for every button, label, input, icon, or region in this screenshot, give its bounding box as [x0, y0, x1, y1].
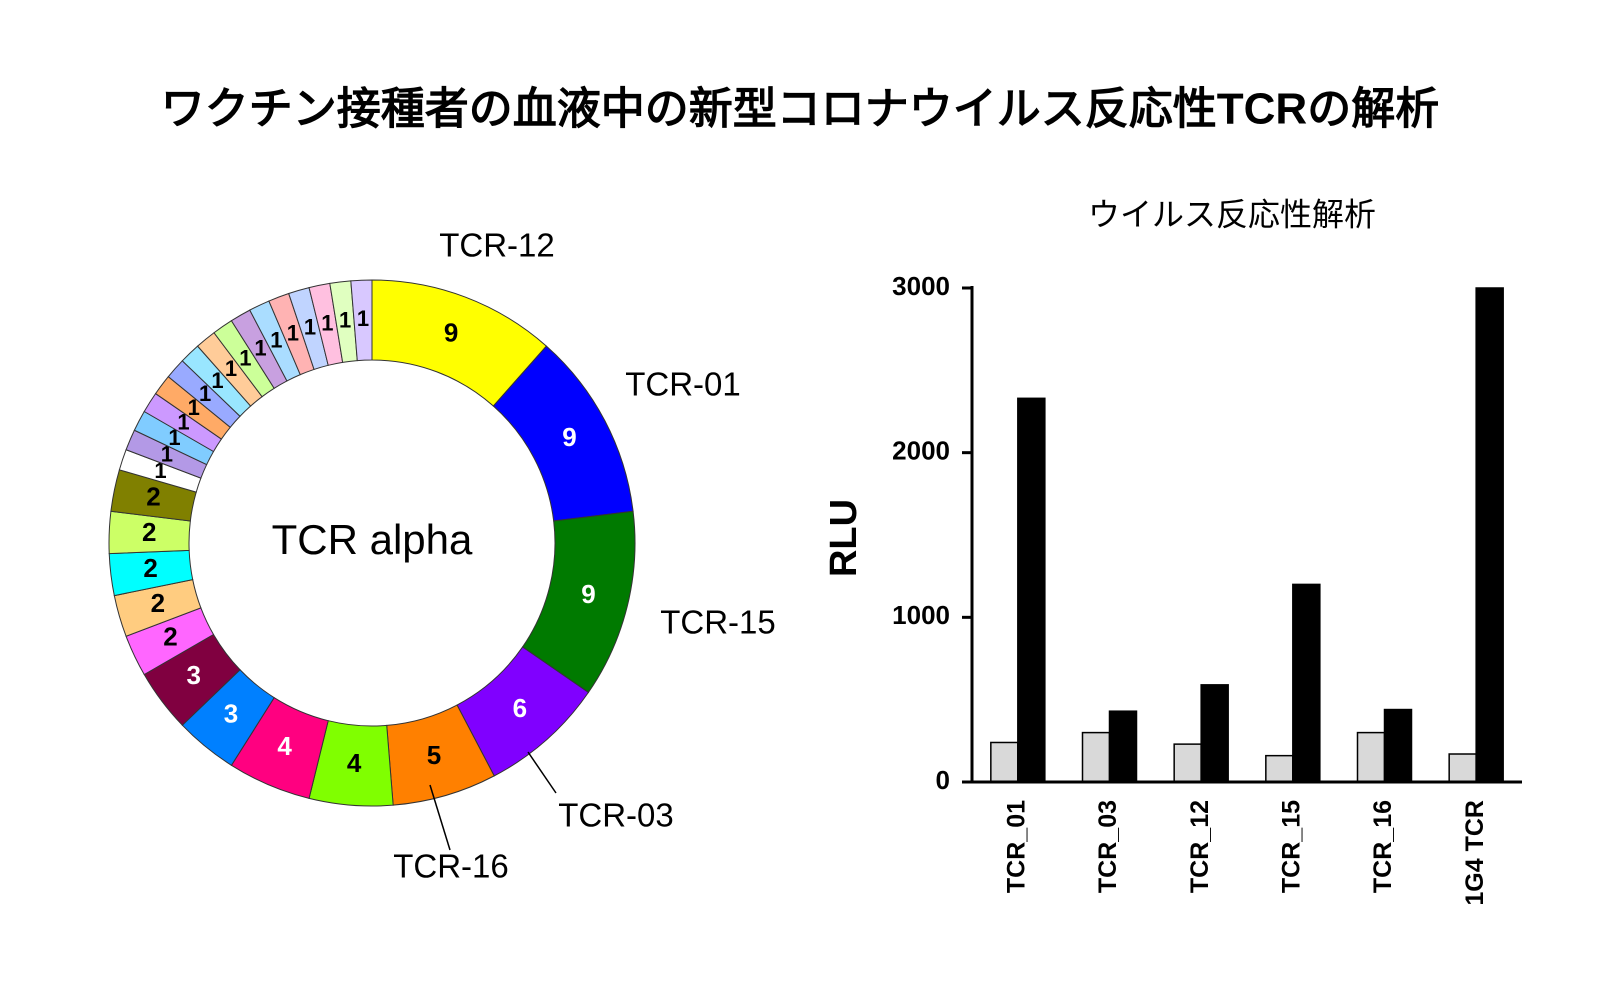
segment-value-label: 1	[239, 345, 251, 370]
bar	[1475, 287, 1504, 783]
segment-value-label: 1	[254, 336, 266, 361]
bar	[1108, 710, 1138, 783]
donut-center-label: TCR alpha	[272, 516, 473, 563]
segment-value-label: 6	[513, 693, 527, 723]
segment-value-label: 9	[581, 579, 595, 609]
y-tick-label: 3000	[892, 271, 950, 301]
bar	[1081, 731, 1111, 783]
x-tick-label: TCR_15	[1277, 800, 1305, 893]
bar	[1356, 731, 1386, 783]
segment-value-label: 1	[211, 368, 223, 393]
bar	[1265, 754, 1294, 783]
segment-value-label: 2	[143, 553, 157, 583]
x-tick-label: TCR_01	[1002, 800, 1030, 893]
segment-value-label: 1	[357, 306, 369, 331]
main-title: ワクチン接種者の血液中の新型コロナウイルス反応性TCRの解析	[161, 85, 1439, 134]
segment-value-label: 1	[304, 315, 316, 340]
donut-segment	[350, 279, 373, 362]
y-axis-label: RLU	[823, 499, 865, 577]
bar	[1448, 753, 1477, 783]
x-tick-label: TCR_12	[1186, 800, 1214, 893]
segment-value-label: 1	[168, 425, 180, 450]
segment-value-label: 3	[224, 699, 238, 729]
segment-value-label: 1	[199, 381, 211, 406]
segment-value-label: 4	[347, 748, 362, 778]
segment-category-label: TCR-16	[393, 848, 509, 885]
x-tick-label: TCR_16	[1369, 800, 1397, 893]
bar-title: ウイルス反応性解析	[1088, 196, 1376, 232]
y-tick-label: 2000	[892, 436, 950, 466]
segment-value-label: 2	[151, 588, 165, 618]
segment-category-label: TCR-15	[660, 604, 776, 641]
leader-line	[527, 751, 557, 794]
bar	[1200, 684, 1229, 783]
segment-value-label: 1	[339, 307, 351, 332]
segment-category-label: TCR-01	[625, 366, 741, 403]
y-tick-label: 1000	[892, 600, 950, 630]
bar	[1173, 743, 1202, 783]
segment-value-label: 9	[562, 422, 576, 452]
segment-category-label: TCR-12	[439, 227, 555, 264]
bar	[1017, 397, 1046, 783]
segment-value-label: 1	[188, 395, 200, 420]
segment-value-label: 9	[444, 317, 458, 347]
segment-value-label: 2	[163, 621, 177, 651]
segment-value-label: 1	[177, 410, 189, 435]
segment-value-label: 1	[270, 327, 282, 352]
bar	[1383, 708, 1413, 783]
x-tick-label: TCR_03	[1094, 800, 1122, 893]
segment-value-label: 5	[427, 740, 441, 770]
segment-value-label: 3	[186, 660, 200, 690]
segment-value-label: 1	[321, 310, 333, 335]
y-tick-label: 0	[936, 765, 950, 795]
segment-value-label: 4	[277, 731, 292, 761]
bar	[1292, 583, 1321, 783]
segment-value-label: 1	[225, 356, 237, 381]
segment-value-label: 2	[146, 481, 160, 511]
segment-value-label: 1	[287, 320, 299, 345]
bar	[990, 741, 1019, 783]
segment-value-label: 2	[142, 517, 156, 547]
leader-line	[429, 784, 451, 851]
x-tick-label: 1G4 TCR	[1461, 800, 1489, 906]
segment-category-label: TCR-03	[558, 797, 674, 834]
